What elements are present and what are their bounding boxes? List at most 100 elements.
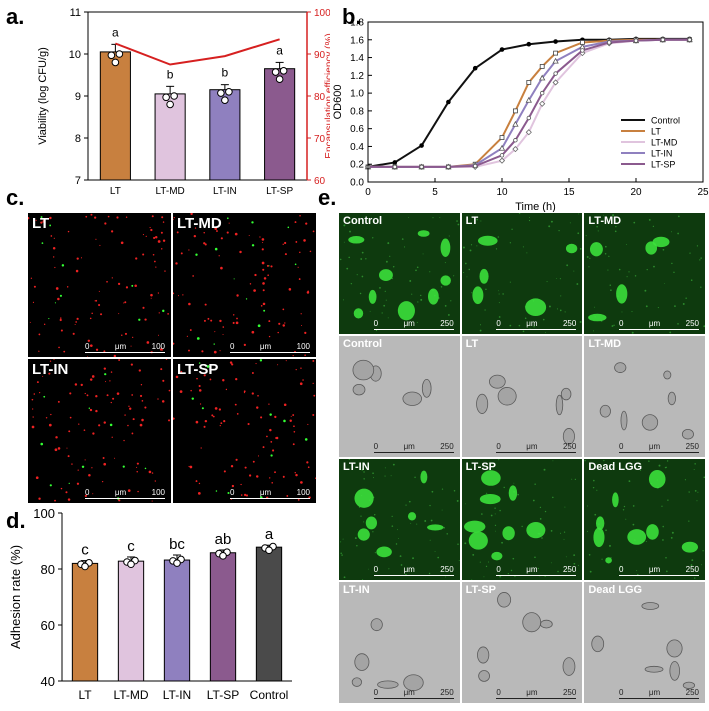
bar-LT: [99, 51, 131, 181]
point-LT: [512, 108, 518, 114]
bacterium-dot: [313, 394, 316, 397]
micrograph-label: LT-IN: [343, 584, 370, 596]
speckle: [509, 324, 511, 327]
bacterium-dot: [150, 297, 152, 299]
speckle: [528, 217, 530, 219]
point-LT-SP: [419, 164, 424, 170]
scale-bar-label: μm: [403, 319, 415, 328]
speckle: [524, 317, 527, 320]
bacterium-dot: [117, 282, 121, 286]
bacterium-dot: [142, 306, 145, 309]
bacterium-dot: [89, 317, 92, 320]
bacterium-dot: [42, 375, 44, 377]
speckle: [498, 302, 500, 304]
bacterium-dot: [67, 230, 70, 233]
bacterium-dot: [157, 240, 161, 243]
bacterium-dot: [138, 369, 141, 372]
bacterium-dot: [160, 231, 163, 234]
replicate-point: [219, 552, 227, 560]
replicate-point: [275, 75, 284, 83]
bacterium-dot: [131, 394, 134, 396]
bacterium-dot: [112, 397, 115, 400]
speckle: [521, 525, 523, 528]
y-axis-label: Viability (log CFU/g): [37, 47, 49, 145]
micrograph-tile: LT-IN 0 μm 100: [27, 358, 172, 504]
micrograph-image: [173, 359, 316, 501]
bacterium-dot: [223, 470, 226, 473]
bacterium-dot: [284, 241, 287, 245]
bacterium-dot: [121, 334, 123, 337]
micrograph-grid-c: LT 0 μm 100 LT-MD 0 μm 100 LT-IN 0 μm 100 LT-SP 0 μm 10…: [27, 212, 317, 504]
bacterium-dot: [160, 368, 163, 371]
point-LT-SP: [553, 71, 558, 76]
bacterium-dot: [251, 330, 255, 334]
bacterium-dot: [251, 244, 255, 247]
bacterium-dot: [49, 360, 52, 362]
bacterium-dot: [284, 253, 287, 256]
bacterium-dot: [173, 292, 175, 295]
scale-bar-label: 250: [440, 319, 454, 328]
speckle: [674, 305, 677, 307]
speckle: [598, 230, 600, 232]
micrograph-image: [28, 213, 169, 357]
cell-cluster: [480, 470, 501, 486]
bacterium-dot: [266, 264, 269, 267]
cell-cluster: [649, 469, 666, 489]
speckle: [559, 532, 561, 534]
bacterium-dot: [38, 497, 41, 500]
speckle: [384, 475, 386, 477]
speckle: [625, 518, 627, 520]
speckle: [667, 460, 669, 462]
bacterium-dot: [203, 425, 206, 428]
speckle: [564, 506, 566, 508]
point-LT: [499, 135, 505, 140]
micrograph-label: LT: [465, 338, 479, 350]
speckle: [572, 554, 575, 557]
bacterium-dot: [110, 230, 114, 233]
cell-cluster: [427, 288, 439, 305]
speckle: [622, 323, 624, 325]
bacterium-dot: [110, 371, 113, 373]
bacterium-dot: [40, 442, 44, 446]
speckle: [400, 564, 403, 566]
scale-bar-label: 250: [685, 565, 699, 574]
speckle: [483, 576, 485, 578]
bacterium-dot: [226, 217, 229, 220]
bacterium-dot: [240, 494, 243, 496]
cell-cluster: [352, 359, 375, 381]
panel-label-e: e.: [318, 185, 337, 210]
speckle: [691, 559, 694, 561]
speckle: [444, 305, 447, 307]
speckle: [558, 230, 560, 232]
cell-cluster: [376, 546, 392, 558]
bacterium-dot: [226, 231, 229, 234]
speckle: [626, 276, 628, 278]
bacterium-dot: [254, 273, 257, 277]
speckle: [439, 217, 441, 219]
speckle: [502, 293, 504, 295]
cell-cluster: [641, 602, 660, 610]
bacterium-dot: [256, 406, 259, 409]
speckle: [441, 509, 443, 511]
efficiency-line: [115, 38, 280, 66]
bacterium-dot: [294, 263, 297, 266]
bacterium-dot: [201, 407, 204, 410]
speckle: [511, 228, 513, 230]
bacterium-dot: [220, 266, 223, 270]
x-axis-label: Time (h): [515, 201, 556, 212]
bacterium-dot: [199, 403, 202, 405]
speckle: [431, 490, 434, 493]
chart-growth-curve: 0.0 0.2 0.4 0.6 0.8 1.0 1.2 1.4 1.6 1.8 0 5 10 15 20 25…: [332, 18, 709, 213]
bacterium-dot: [75, 321, 77, 323]
speckle: [533, 325, 535, 328]
bacterium-dot: [210, 319, 213, 322]
bacterium-dot: [312, 360, 315, 362]
bacterium-dot: [80, 383, 83, 387]
bacterium-dot: [103, 350, 106, 353]
bacterium-dot: [263, 277, 267, 280]
cell-cluster: [645, 241, 658, 255]
speckle: [356, 274, 358, 276]
replicate-point: [81, 562, 89, 571]
speckle: [479, 329, 482, 332]
bacterium-dot: [141, 418, 144, 422]
